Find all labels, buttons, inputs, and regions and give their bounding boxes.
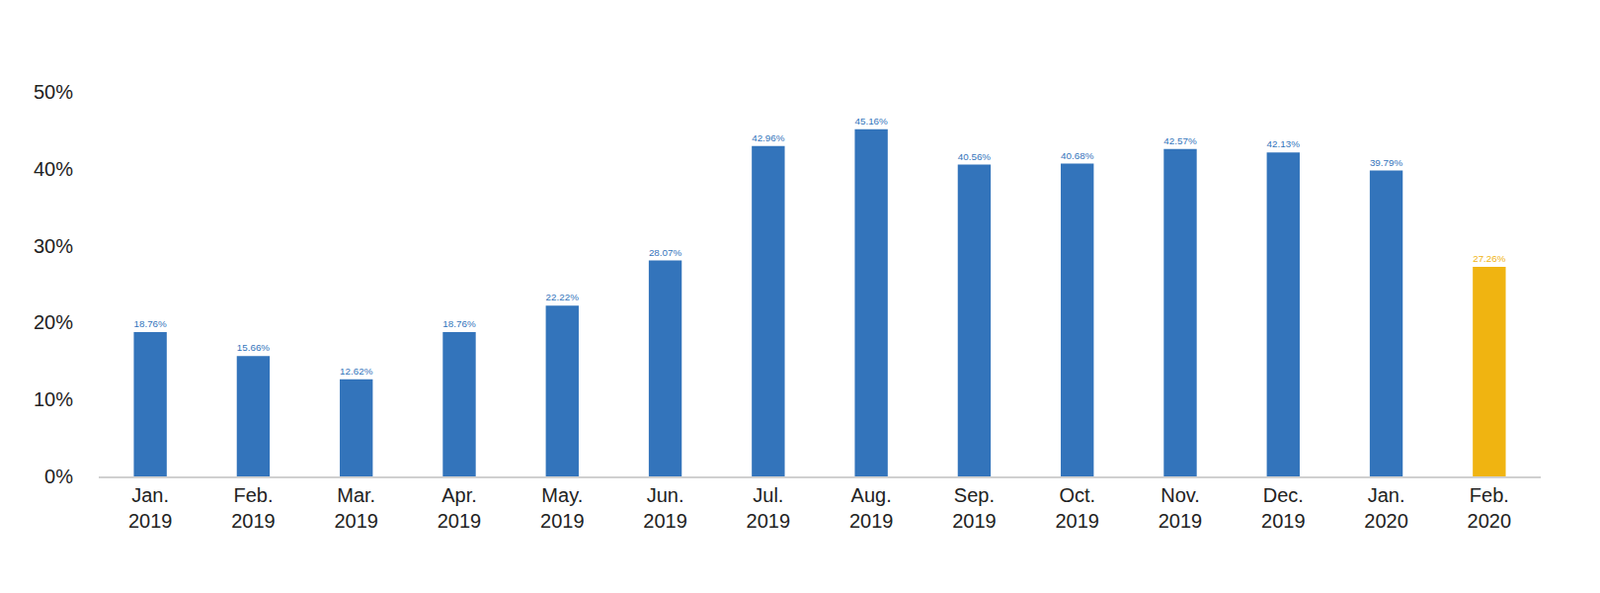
svg-text:42.96%: 42.96% bbox=[751, 132, 786, 144]
svg-text:May.2019: May.2019 bbox=[540, 483, 585, 532]
svg-text:22.22%: 22.22% bbox=[546, 291, 580, 303]
svg-text:Nov.2019: Nov.2019 bbox=[1158, 483, 1203, 532]
svg-text:30%: 30% bbox=[33, 235, 74, 257]
svg-text:15.66%: 15.66% bbox=[237, 341, 271, 353]
svg-text:Jul.2019: Jul.2019 bbox=[746, 483, 792, 532]
svg-text:Oct.2019: Oct.2019 bbox=[1054, 483, 1100, 532]
svg-text:18.76%: 18.76% bbox=[133, 318, 167, 329]
svg-text:40%: 40% bbox=[33, 158, 74, 180]
svg-text:40.56%: 40.56% bbox=[958, 151, 992, 162]
svg-text:Jan.2020: Jan.2020 bbox=[1363, 483, 1409, 532]
svg-text:Feb.2020: Feb.2020 bbox=[1467, 483, 1513, 532]
svg-text:42.57%: 42.57% bbox=[1163, 135, 1198, 147]
svg-text:10%: 10% bbox=[33, 388, 74, 410]
svg-text:18.76%: 18.76% bbox=[442, 318, 477, 329]
svg-text:20%: 20% bbox=[33, 311, 74, 333]
svg-text:45.16%: 45.16% bbox=[854, 115, 888, 127]
svg-text:27.26%: 27.26% bbox=[1472, 252, 1507, 264]
svg-text:42.13%: 42.13% bbox=[1267, 138, 1301, 150]
svg-text:Jun.2019: Jun.2019 bbox=[642, 483, 688, 532]
svg-text:Feb.2019: Feb.2019 bbox=[231, 483, 276, 532]
svg-text:39.79%: 39.79% bbox=[1369, 157, 1404, 168]
svg-text:50%: 50% bbox=[33, 80, 74, 103]
svg-text:28.07%: 28.07% bbox=[648, 246, 683, 258]
svg-text:Dec.2019: Dec.2019 bbox=[1261, 483, 1306, 532]
svg-text:Mar.2019: Mar.2019 bbox=[333, 483, 379, 532]
svg-text:0%: 0% bbox=[44, 465, 74, 487]
svg-text:12.62%: 12.62% bbox=[339, 365, 374, 377]
svg-text:Jan.2019: Jan.2019 bbox=[128, 483, 173, 532]
svg-text:Apr.2019: Apr.2019 bbox=[437, 483, 482, 532]
svg-text:Sep.2019: Sep.2019 bbox=[952, 483, 997, 532]
svg-text:Aug.2019: Aug.2019 bbox=[849, 483, 894, 532]
svg-text:40.68%: 40.68% bbox=[1060, 150, 1095, 161]
